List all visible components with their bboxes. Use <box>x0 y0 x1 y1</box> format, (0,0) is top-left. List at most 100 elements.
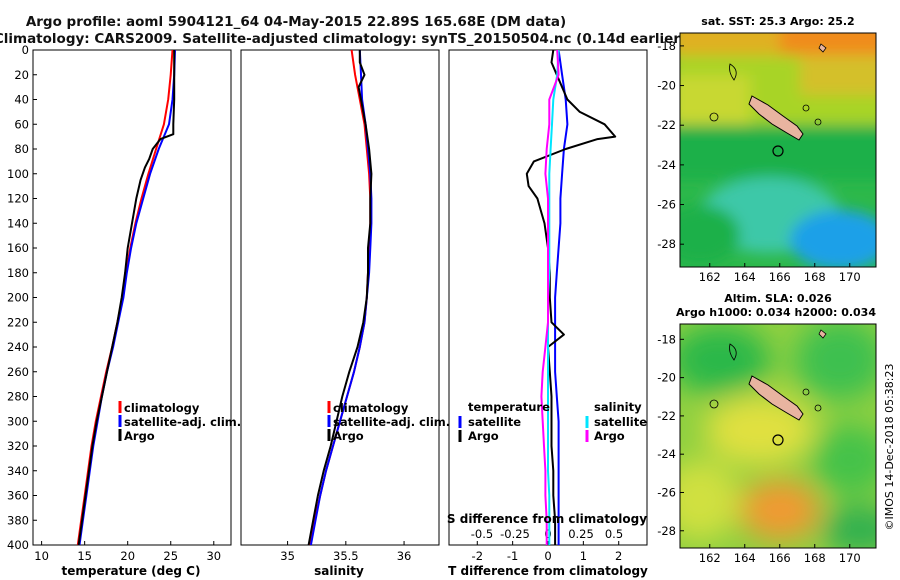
salinity-difference-label: S difference from climatology <box>447 512 647 526</box>
depth-tick-label: 100 <box>7 167 29 181</box>
sst-map-title: sat. SST: 25.3 Argo: 25.2 <box>701 15 854 28</box>
legend-label-climatology: climatology <box>124 401 200 415</box>
x-tick-label: 36 <box>397 549 412 563</box>
depth-tick-label: 380 <box>7 513 29 527</box>
s-diff-tick-label: -0.25 <box>500 527 530 541</box>
x-tick-label: 15 <box>77 549 92 563</box>
lat-tick-label: -28 <box>657 237 676 251</box>
difference-xlabel: T difference from climatology <box>448 564 648 578</box>
difference-x-axis: -2 -1 0 1 2 <box>472 541 622 563</box>
salinity-difference-axis: -0.5 -0.25 0 0.25 0.5 <box>471 527 623 541</box>
depth-tick-label: 80 <box>14 142 29 156</box>
sst-map-field <box>680 33 876 267</box>
lat-tick-label: -22 <box>657 118 676 132</box>
salinity-lines <box>307 50 373 545</box>
depth-tick-label: 120 <box>7 192 29 206</box>
series-line-t-satellite <box>554 50 569 545</box>
sst-map-box <box>679 32 877 268</box>
depth-tick-label: 160 <box>7 241 29 255</box>
legend-label-satellite: satellite-adj. clim. <box>124 415 241 429</box>
s-diff-tick-label: 0 <box>544 527 551 541</box>
sst-map: sat. SST: 25.3 Argo: 25.2 162 1 <box>657 15 877 284</box>
legend-label-satellite: satellite-adj. clim. <box>333 415 450 429</box>
legend-label-t-satellite: satellite <box>468 415 521 429</box>
lat-tick-label: -18 <box>657 39 676 53</box>
depth-tick-label: 280 <box>7 390 29 404</box>
salinity-legend: climatology satellite-adj. clim. Argo <box>327 401 450 443</box>
series-line-argo <box>77 50 176 545</box>
x-tick-label: 1 <box>580 549 587 563</box>
salinity-xlabel: salinity <box>314 564 364 578</box>
s-diff-tick-label: 0.25 <box>568 527 594 541</box>
salinity-x-axis: 35 35.5 36 <box>280 541 411 563</box>
lon-tick-label: 166 <box>769 270 791 284</box>
depth-tick-label: 140 <box>7 216 29 230</box>
legend-title-temperature: temperature <box>468 400 550 414</box>
legend-label-climatology: climatology <box>333 401 409 415</box>
s-diff-tick-label: 0.5 <box>605 527 623 541</box>
series-line-argo <box>307 50 373 545</box>
series-line-t-argo <box>525 50 617 545</box>
lon-tick-label: 162 <box>699 551 721 565</box>
x-tick-label: 0 <box>544 549 551 563</box>
lon-tick-label: 168 <box>804 270 826 284</box>
lon-tick-label: 168 <box>804 551 826 565</box>
sla-map-title-line1: Altim. SLA: 0.026 <box>724 292 832 305</box>
legend-label-s-satellite: satellite <box>594 415 647 429</box>
lat-tick-label: -24 <box>657 158 676 172</box>
depth-tick-label: 260 <box>7 365 29 379</box>
lat-tick-label: -22 <box>657 409 676 423</box>
lat-tick-label: -20 <box>657 79 676 93</box>
lon-tick-label: 164 <box>734 270 756 284</box>
lon-tick-label: 162 <box>699 270 721 284</box>
lon-tick-label: 164 <box>734 551 756 565</box>
depth-tick-label: 40 <box>14 93 29 107</box>
argo-position-marker-2 <box>772 434 784 446</box>
s-diff-tick-label: -0.5 <box>471 527 493 541</box>
imos-credit: ©IMOS 14-Dec-2018 05:38:23 <box>883 364 896 531</box>
lat-tick-label: -26 <box>657 198 676 212</box>
depth-tick-label: 400 <box>7 538 29 552</box>
legend-label-s-argo: Argo <box>594 429 625 443</box>
depth-tick-label: 300 <box>7 414 29 428</box>
legend-title-salinity: salinity <box>594 400 642 414</box>
depth-tick-label: 220 <box>7 315 29 329</box>
series-line-s-argo <box>540 50 560 545</box>
x-tick-label: 25 <box>163 549 178 563</box>
temperature-axes-box <box>32 49 232 546</box>
legend-label-argo: Argo <box>333 429 364 443</box>
temperature-xlabel: temperature (deg C) <box>62 564 201 578</box>
lat-tick-label: -20 <box>657 371 676 385</box>
depth-tick-label: 20 <box>14 68 29 82</box>
x-tick-label: 20 <box>120 549 135 563</box>
temperature-legend: climatology satellite-adj. clim. Argo <box>118 401 241 443</box>
salinity-axes-box <box>240 49 440 546</box>
depth-tick-label: 60 <box>14 117 29 131</box>
sst-map-axes: 162 164 166 168 170 -18 -20 -22 -24 -26 -28 <box>657 39 861 284</box>
temperature-x-axis: 10 15 20 25 30 <box>34 541 221 563</box>
depth-tick-label: 320 <box>7 439 29 453</box>
sla-map-title-line2: Argo h1000: 0.034 h2000: 0.034 <box>676 306 876 319</box>
x-tick-label: 35 <box>280 549 295 563</box>
lon-tick-label: 170 <box>839 270 861 284</box>
depth-tick-label: 0 <box>22 43 29 57</box>
temperature-panel: 0 20 40 60 80 100 120 140 160 180 200 220 240 260 280 3… <box>7 43 241 578</box>
depth-tick-label: 360 <box>7 489 29 503</box>
difference-legend-salinity: salinity satellite Argo <box>585 400 647 443</box>
sla-map-axes: 162 164 166 168 170 -18 -20 -22 -24 -26 -28 <box>657 332 861 565</box>
figure-title-line1: Argo profile: aoml 5904121_64 04-May-201… <box>26 14 566 30</box>
lat-tick-label: -26 <box>657 485 676 499</box>
figure-title-line2: Climatology: CARS2009. Satellite-adjuste… <box>0 31 686 47</box>
difference-lines <box>525 50 617 545</box>
argo-position-marker-1 <box>772 145 784 157</box>
x-tick-label: -1 <box>507 549 518 563</box>
lon-tick-label: 170 <box>839 551 861 565</box>
x-tick-label: 35.5 <box>333 549 359 563</box>
depth-axis: 0 20 40 60 80 100 120 140 160 180 200 220 240 260 280 3… <box>7 43 37 552</box>
lat-tick-label: -24 <box>657 447 676 461</box>
x-tick-label: 30 <box>206 549 221 563</box>
sla-map: Altim. SLA: 0.026 Argo h1000: 0.034 h200… <box>657 292 877 565</box>
salinity-panel: 35 35.5 36 salinity climatology satellite-… <box>240 49 450 578</box>
sla-map-field <box>680 324 876 548</box>
temperature-lines <box>76 50 176 545</box>
